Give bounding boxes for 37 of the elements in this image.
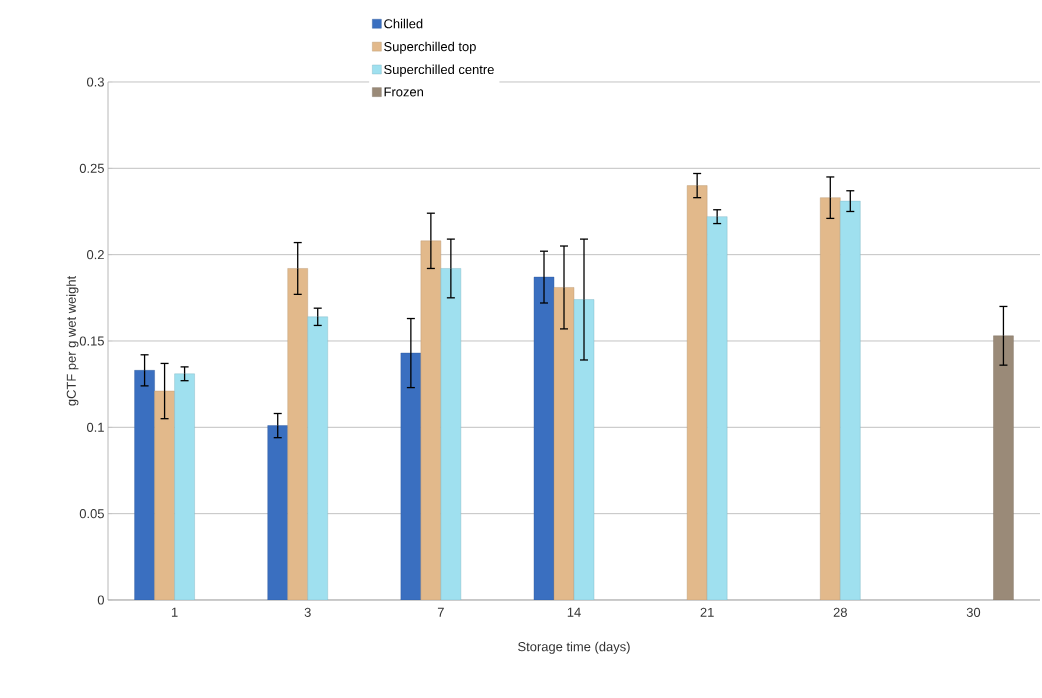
bar bbox=[686, 185, 708, 600]
bar bbox=[420, 240, 442, 600]
x-tick-label: 7 bbox=[437, 607, 444, 617]
bar bbox=[993, 335, 1014, 600]
x-tick-label: 14 bbox=[567, 607, 581, 617]
x-tick-label: 28 bbox=[833, 607, 847, 617]
bar bbox=[134, 370, 155, 600]
y-tick-label: 0.3 bbox=[86, 77, 104, 87]
legend-label: Superchilled centre bbox=[384, 64, 494, 77]
y-tick-label: 0.1 bbox=[86, 422, 104, 432]
y-tick-label: 0.25 bbox=[79, 163, 104, 173]
bar bbox=[553, 287, 575, 600]
y-tick-label: 0.2 bbox=[86, 250, 104, 260]
bar bbox=[533, 276, 555, 600]
x-axis-title: Storage time (days) bbox=[518, 641, 630, 654]
x-tick-label: 30 bbox=[966, 607, 981, 617]
x-tick-label: 3 bbox=[304, 607, 311, 617]
bar bbox=[573, 299, 595, 600]
bar bbox=[267, 425, 288, 600]
bar bbox=[706, 216, 728, 600]
bar bbox=[154, 390, 175, 600]
bar bbox=[174, 373, 195, 600]
legend-label: Superchilled top bbox=[384, 41, 476, 54]
bar bbox=[440, 268, 462, 600]
y-tick-label: 0.05 bbox=[79, 509, 104, 519]
legend-label: Chilled bbox=[384, 18, 423, 29]
y-tick-label: 0.15 bbox=[79, 336, 104, 346]
bar bbox=[287, 268, 308, 600]
bar bbox=[820, 197, 841, 600]
x-tick-label: 1 bbox=[171, 607, 178, 617]
x-tick-label: 21 bbox=[700, 607, 714, 617]
y-tick-label: 0 bbox=[97, 595, 104, 605]
bar bbox=[840, 200, 861, 600]
y-axis-title: gCTF per g wet weight bbox=[66, 275, 79, 406]
bar bbox=[307, 316, 328, 600]
legend-label: Frozen bbox=[384, 87, 424, 97]
bar bbox=[400, 352, 422, 600]
